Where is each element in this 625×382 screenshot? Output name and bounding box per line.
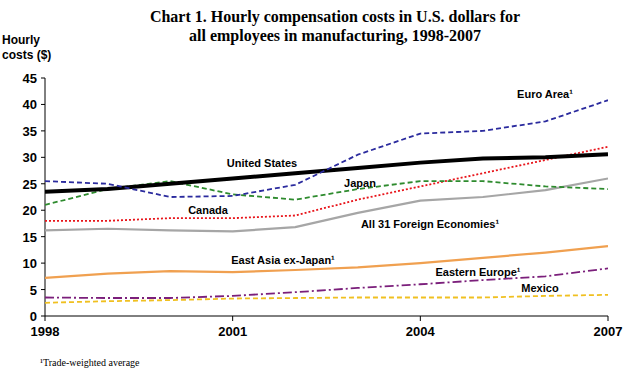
y-axis-label: Hourlycosts ($) [2,33,51,62]
x-tick [232,316,233,321]
y-axis-label-line: Hourly [2,33,40,47]
y-tick [41,210,45,211]
y-tick-label: 10 [23,256,37,271]
footnote: ¹Trade-weighted average [40,357,140,368]
y-tick [41,130,45,131]
y-axis-label-line: costs ($) [2,48,51,62]
chart: Chart 1. Hourly compensation costs in U.… [0,0,625,382]
y-tick [41,104,45,105]
y-tick [41,78,45,79]
y-tick-label: 45 [23,71,37,86]
series-line [45,181,608,205]
y-tick [41,183,45,184]
series-label: United States [227,157,297,169]
y-tick [41,263,45,264]
title-line: Chart 1. Hourly compensation costs in U.… [150,8,520,26]
y-tick-label: 15 [23,230,37,245]
y-axis [45,78,46,316]
y-tick-label: 20 [23,203,37,218]
series-line [45,246,608,278]
series-label: All 31 Foreign Economies¹ [361,218,499,230]
y-tick-label: 40 [23,97,37,112]
series-line [45,295,608,303]
series-label: Mexico [521,282,559,294]
x-tick [608,316,609,321]
x-tick [45,316,46,321]
series-line [45,147,608,221]
y-tick [41,236,45,237]
series-line [45,154,608,192]
title: Chart 1. Hourly compensation costs in U.… [150,8,520,45]
series-label: Japan [344,177,376,189]
y-tick-label: 0 [30,309,37,324]
x-tick [420,316,421,321]
series-label: Canada [188,204,229,216]
y-tick-label: 25 [23,177,37,192]
series-label: Euro Area¹ [517,88,573,100]
series-label: Eastern Europe¹ [436,266,521,278]
x-axis [45,316,608,317]
series-label: East Asia ex-Japan¹ [231,254,335,266]
y-tick-label: 30 [23,150,37,165]
x-tick-label: 2001 [218,324,247,339]
x-tick-label: 1998 [31,324,60,339]
title-line: all employees in manufacturing, 1998-200… [189,27,481,45]
x-tick-label: 2004 [406,324,436,339]
y-tick [41,289,45,290]
y-tick [41,316,45,317]
series-line [45,100,608,197]
y-tick-label: 35 [23,124,37,139]
y-tick-label: 5 [30,283,37,298]
plot-area [45,100,608,303]
x-tick-label: 2007 [594,324,623,339]
y-tick [41,157,45,158]
